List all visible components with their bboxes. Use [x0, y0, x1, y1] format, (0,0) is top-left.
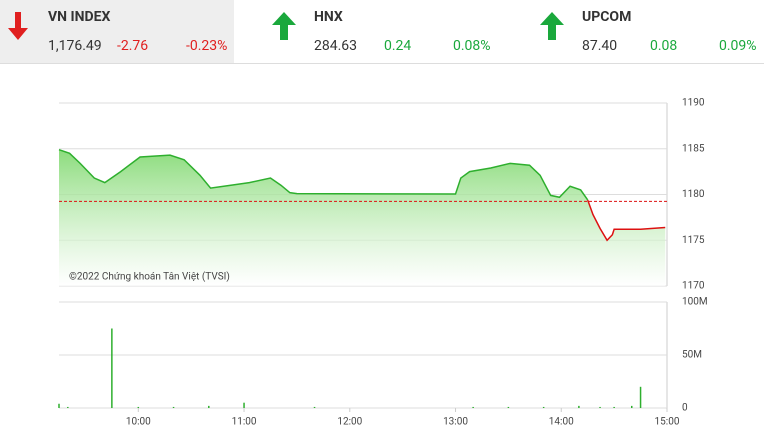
- index-percent: 0.09%: [719, 38, 757, 54]
- volume-bar: [613, 406, 615, 408]
- y-tick-label: 50M: [682, 350, 702, 361]
- index-tile[interactable]: UPCOM 87.40 0.08 0.09%: [534, 0, 764, 63]
- index-change: 0.24: [384, 38, 412, 54]
- y-tick-label: 0: [682, 403, 688, 414]
- volume-bar: [313, 406, 316, 408]
- index-percent: 0.08%: [453, 38, 491, 54]
- volume-bar: [507, 406, 510, 408]
- volume-bar: [111, 328, 113, 408]
- x-tick-label: 11:00: [232, 417, 257, 428]
- index-change: 0.08: [650, 38, 678, 54]
- y-tick-label: 1170: [682, 281, 705, 292]
- volume-bar: [243, 402, 245, 408]
- price-line-up: [58, 148, 589, 201]
- volume-bar: [472, 406, 474, 408]
- volume-bar: [208, 405, 210, 408]
- y-tick-label: 1190: [682, 98, 705, 109]
- volume-bar: [578, 405, 580, 408]
- up-arrow: [540, 12, 564, 40]
- volume-bar: [631, 405, 633, 408]
- x-tick-label: 13:00: [443, 417, 468, 428]
- index-tile[interactable]: VN INDEX 1,176.49 -2.76 -0.23%: [0, 0, 234, 63]
- divider: [0, 63, 764, 64]
- y-tick-label: 100M: [682, 297, 708, 308]
- price-area: [59, 149, 666, 286]
- index-percent: -0.23%: [186, 38, 228, 54]
- volume-bar: [172, 406, 175, 408]
- volume-bar: [639, 386, 642, 408]
- volume-bar: [599, 406, 601, 408]
- index-value: 284.63: [314, 38, 358, 54]
- y-tick-label: 1175: [682, 235, 705, 246]
- volume-bar: [137, 406, 140, 408]
- y-tick-label: 1180: [682, 189, 705, 200]
- volume-bar: [67, 406, 69, 408]
- x-tick-label: 14:00: [549, 417, 574, 428]
- x-tick-label: 12:00: [337, 417, 362, 428]
- index-value: 1,176.49: [48, 38, 102, 54]
- index-name: UPCOM: [582, 9, 632, 25]
- index-change: -2.76: [117, 38, 149, 54]
- y-tick-label: 1185: [682, 143, 705, 154]
- price-line-down: [586, 199, 666, 242]
- copyright: ©2022 Chứng khoán Tân Việt (TVSI): [69, 271, 230, 283]
- volume-bar: [58, 403, 60, 408]
- index-name: VN INDEX: [48, 9, 111, 25]
- volume-bar: [542, 406, 545, 408]
- x-tick-label: 15:00: [655, 417, 680, 428]
- down-arrow: [8, 12, 28, 40]
- up-arrow: [272, 12, 296, 40]
- index-value: 87.40: [582, 38, 618, 54]
- index-name: HNX: [314, 9, 343, 25]
- x-tick-label: 10:00: [126, 417, 151, 428]
- index-tile[interactable]: HNX 284.63 0.24 0.08%: [266, 0, 500, 63]
